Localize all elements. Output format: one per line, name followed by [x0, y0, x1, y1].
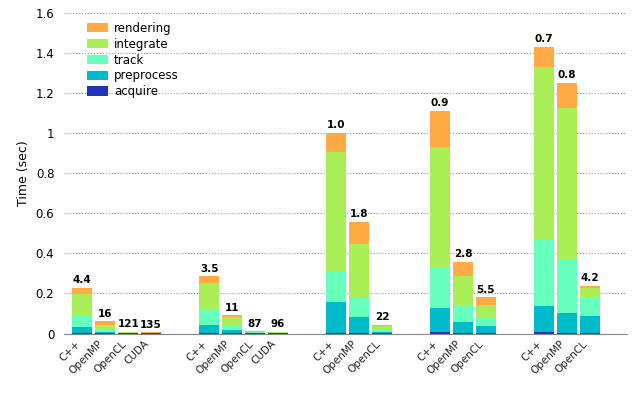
Bar	[430, 111, 450, 147]
Bar	[72, 333, 92, 334]
Bar	[245, 332, 265, 333]
Bar	[372, 324, 392, 326]
Bar	[453, 276, 473, 306]
Bar	[326, 302, 346, 333]
Bar	[118, 332, 138, 333]
Text: 96: 96	[271, 319, 285, 329]
Bar	[430, 147, 450, 267]
Bar	[349, 317, 369, 333]
Text: 5.5: 5.5	[477, 285, 495, 295]
Text: 4.4: 4.4	[73, 276, 92, 286]
Bar	[72, 316, 92, 327]
Text: 1.8: 1.8	[349, 209, 368, 219]
Bar	[349, 222, 369, 244]
Bar	[199, 333, 219, 334]
Bar	[453, 333, 473, 334]
Bar	[72, 327, 92, 333]
Bar	[534, 67, 554, 239]
Bar	[222, 330, 242, 333]
Bar	[222, 325, 242, 330]
Bar	[199, 283, 219, 309]
Bar	[534, 47, 554, 67]
Bar	[326, 133, 346, 152]
Bar	[326, 272, 346, 302]
Bar	[372, 332, 392, 333]
Text: 0.7: 0.7	[534, 34, 553, 44]
Bar	[453, 306, 473, 322]
Bar	[557, 83, 577, 108]
Text: 121: 121	[117, 319, 139, 329]
Bar	[95, 329, 115, 332]
Text: 87: 87	[248, 319, 262, 329]
Bar	[476, 305, 496, 318]
Bar	[476, 318, 496, 326]
Bar	[222, 315, 242, 317]
Bar	[349, 333, 369, 334]
Bar	[372, 326, 392, 329]
Bar	[476, 326, 496, 333]
Bar	[453, 262, 473, 276]
Bar	[349, 244, 369, 298]
Bar	[580, 333, 600, 334]
Bar	[95, 321, 115, 325]
Bar	[430, 267, 450, 307]
Bar	[430, 307, 450, 332]
Bar	[372, 329, 392, 332]
Y-axis label: Time (sec): Time (sec)	[17, 140, 30, 206]
Bar	[580, 316, 600, 333]
Text: 0.9: 0.9	[431, 98, 449, 108]
Bar	[580, 297, 600, 316]
Bar	[326, 152, 346, 272]
Bar	[557, 108, 577, 260]
Bar	[95, 332, 115, 333]
Bar	[580, 286, 600, 288]
Bar	[268, 332, 288, 333]
Bar	[72, 294, 92, 316]
Bar	[430, 332, 450, 334]
Bar	[476, 297, 496, 305]
Bar	[222, 317, 242, 325]
Bar	[557, 260, 577, 312]
Text: 1.0: 1.0	[327, 121, 346, 130]
Bar	[557, 333, 577, 334]
Bar	[222, 333, 242, 334]
Bar	[557, 312, 577, 333]
Text: 11: 11	[225, 303, 239, 313]
Bar	[534, 332, 554, 334]
Bar	[326, 333, 346, 334]
Bar	[199, 325, 219, 333]
Bar	[534, 239, 554, 306]
Text: 3.5: 3.5	[200, 264, 218, 274]
Bar	[199, 309, 219, 325]
Bar	[453, 322, 473, 333]
Bar	[534, 306, 554, 332]
Bar	[199, 276, 219, 283]
Bar	[95, 333, 115, 334]
Text: 2.8: 2.8	[454, 249, 472, 259]
Text: 22: 22	[374, 312, 389, 322]
Text: 16: 16	[98, 309, 113, 319]
Text: 4.2: 4.2	[580, 273, 599, 283]
Bar	[349, 298, 369, 317]
Legend: rendering, integrate, track, preprocess, acquire: rendering, integrate, track, preprocess,…	[87, 22, 179, 98]
Bar	[580, 288, 600, 297]
Text: 0.8: 0.8	[557, 70, 576, 80]
Text: 135: 135	[140, 319, 162, 329]
Bar	[476, 333, 496, 334]
Bar	[72, 288, 92, 294]
Bar	[95, 325, 115, 329]
